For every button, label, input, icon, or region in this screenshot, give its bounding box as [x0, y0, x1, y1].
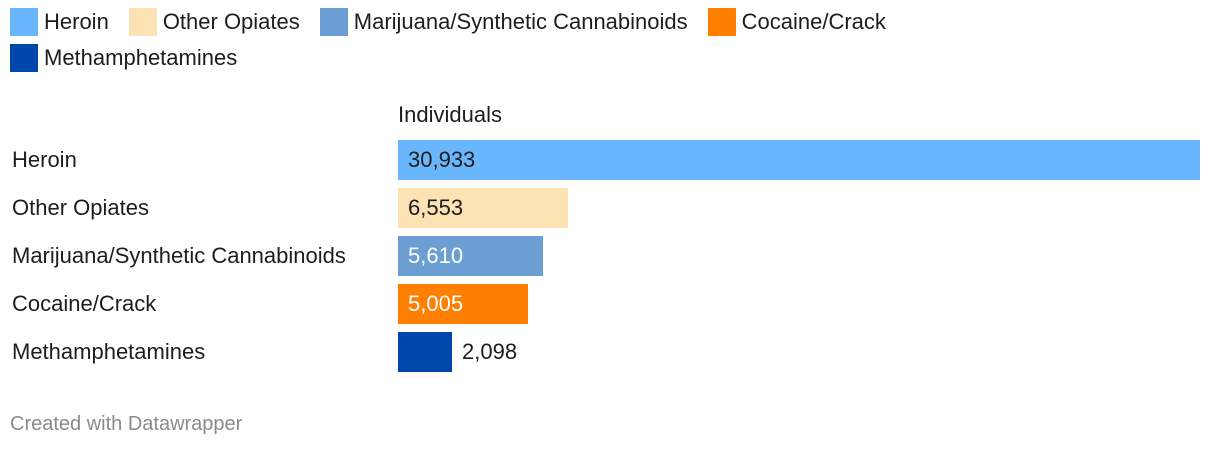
category-label: Cocaine/Crack	[12, 291, 157, 316]
bar-value-label: 30,933	[408, 147, 476, 172]
bar	[398, 236, 543, 276]
category-label: Other Opiates	[12, 195, 149, 220]
legend-swatch	[128, 8, 157, 36]
legend-label: Marijuana/Synthetic Cannabinoids	[353, 9, 688, 34]
bar-rows: Heroin 30,933 Other Opiates 6,553 Marijuana/…	[0, 140, 1220, 380]
legend-label: Other Opiates	[162, 9, 300, 34]
bar	[398, 140, 1200, 180]
bar	[398, 188, 568, 228]
legend-item: Other Opiates	[128, 8, 300, 36]
footer-credit: Created with Datawrapper	[10, 413, 243, 435]
bar-row: Heroin 30,933	[0, 140, 1220, 180]
bar-value-label: 5,005	[408, 291, 464, 316]
bar	[398, 284, 528, 324]
column-header: Individuals	[398, 102, 502, 127]
bar-value-label: 6,553	[408, 195, 464, 220]
legend-item: Methamphetamines	[10, 44, 237, 72]
legend-item: Marijuana/Synthetic Cannabinoids	[319, 8, 688, 36]
bar-row: Cocaine/Crack 5,005	[0, 284, 1220, 324]
legend-swatch	[319, 8, 348, 36]
legend-swatch	[10, 8, 38, 36]
legend-label: Heroin	[44, 9, 109, 34]
legend-label: Cocaine/Crack	[741, 9, 886, 34]
legend-item: Cocaine/Crack	[707, 8, 886, 36]
bar-row: Other Opiates 6,553	[0, 188, 1220, 228]
category-label: Methamphetamines	[12, 339, 206, 364]
legend-item: Heroin	[10, 8, 109, 36]
category-label: Marijuana/Synthetic Cannabinoids	[12, 243, 346, 268]
legend-label: Methamphetamines	[44, 45, 238, 70]
bar-value-label: 5,610	[408, 243, 464, 268]
legend-swatch	[10, 44, 38, 72]
bar-value-label: 2,098	[462, 339, 518, 364]
legend-swatch	[707, 8, 736, 36]
bar-row: Marijuana/Synthetic Cannabinoids 5,610	[0, 236, 1220, 276]
category-label: Heroin	[12, 147, 77, 172]
chart-legend: Heroin Other Opiates Marijuana/Synthetic C…	[10, 8, 1010, 72]
bar	[398, 332, 452, 372]
bar-row: Methamphetamines 2,098	[0, 332, 1220, 372]
